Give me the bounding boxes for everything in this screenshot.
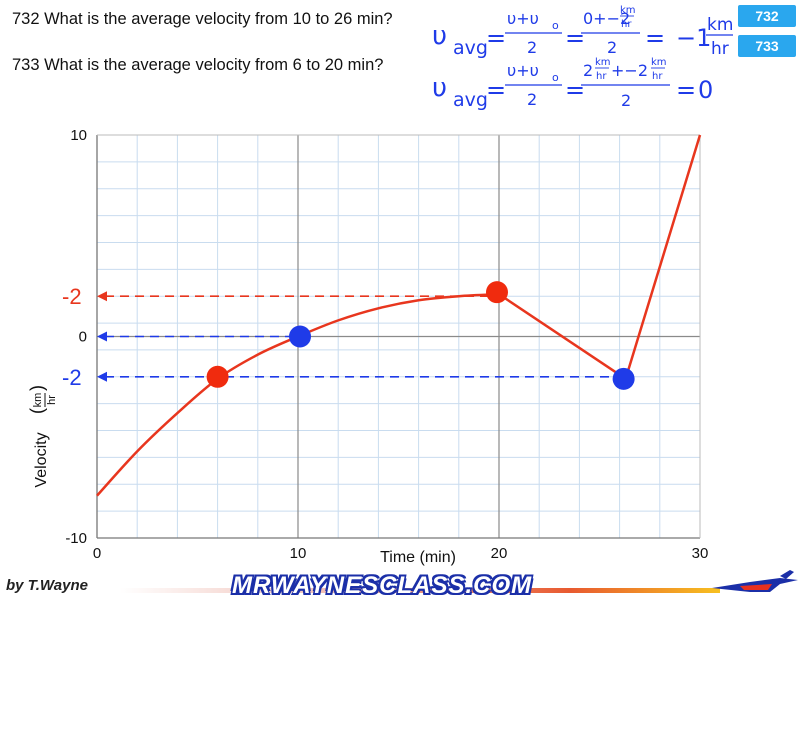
guide-arrow <box>97 371 107 382</box>
data-point-marker <box>612 367 635 390</box>
eq1-unit-den: hr <box>711 39 729 59</box>
y-axis-label-text: Velocity <box>33 432 50 487</box>
eq2-num-unit2-top: km <box>651 57 667 68</box>
data-point-marker <box>289 325 312 348</box>
y-axis-paren-open: ( <box>27 408 47 414</box>
eq2-lhs: υ <box>432 73 447 103</box>
x-tick-label: 0 <box>93 545 101 562</box>
eq2-equals-3: = <box>676 76 696 104</box>
footer-stripe <box>120 588 720 593</box>
equation-733: υ avg = υ+υ o 2 = 2 km hr +−2 km hr 2 = … <box>432 57 713 111</box>
equations: υ avg = υ+υ o 2 = 0+−2 km hr 2 = −1 km h… <box>432 5 733 111</box>
eq2-num-unit2-bottom: hr <box>652 71 663 82</box>
x-tick-label: 30 <box>692 545 709 562</box>
axes <box>96 134 701 539</box>
x-tick-label: 20 <box>491 545 508 562</box>
y-axis-unit-den: hr <box>46 395 58 405</box>
data-point-marker <box>206 365 229 388</box>
brand-logo: MRWAYNESCLASS.COM <box>232 572 533 599</box>
eq2-formula-den: 2 <box>527 90 537 109</box>
question-733: 733 What is the average velocity from 6 … <box>12 56 384 74</box>
jet-icon <box>712 570 798 592</box>
eq1-num-unit-top: km <box>620 5 636 16</box>
answer-button-733[interactable]: 733 <box>738 35 796 57</box>
eq2-formula-num-sub: o <box>552 71 559 84</box>
question-732: 732 What is the average velocity from 10… <box>12 10 393 28</box>
eq2-equals-2: = <box>565 76 585 104</box>
eq1-result: −1 <box>676 24 711 52</box>
answer-button-732[interactable]: 732 <box>738 5 796 27</box>
y-axis-paren-close: ) <box>27 385 47 391</box>
eq2-num-unit1-top: km <box>595 57 611 68</box>
eq1-equals-1: = <box>486 24 506 52</box>
x-axis-label: Time (min) <box>380 549 456 566</box>
byline: by T.Wayne <box>6 577 88 594</box>
x-tick-label: 10 <box>290 545 307 562</box>
eq2-den: 2 <box>621 91 631 110</box>
eq1-formula-num: υ+υ <box>507 9 539 28</box>
velocity-time-chart: -2 -2 0 10 20 30 10 0 -10 Time (min) Velocity (… <box>27 127 708 566</box>
guide-lines: -2 -2 <box>62 284 624 390</box>
y-tick-label: -10 <box>65 530 87 547</box>
y-tick-label: 0 <box>79 329 87 346</box>
guide-arrow <box>97 291 107 302</box>
eq1-equals-3: = <box>645 24 665 52</box>
eq1-lhs-sub: avg <box>453 37 488 59</box>
guide-label: -2 <box>62 284 82 309</box>
eq1-lhs: υ <box>432 21 447 51</box>
y-axis-unit-num: km <box>32 393 44 408</box>
eq2-formula-num: υ+υ <box>507 61 539 80</box>
equation-732: υ avg = υ+υ o 2 = 0+−2 km hr 2 = −1 km h… <box>432 5 733 59</box>
eq2-equals-1: = <box>486 76 506 104</box>
zero-guide-arrow <box>97 331 107 342</box>
eq2-num-unit1-bottom: hr <box>596 71 607 82</box>
eq1-num-unit-bottom: hr <box>621 19 632 30</box>
eq2-result: 0 <box>698 76 713 104</box>
markers <box>206 281 635 390</box>
eq1-unit-num: km <box>707 15 733 35</box>
eq1-equals-2: = <box>565 24 585 52</box>
eq2-num-left: 2 <box>583 61 593 80</box>
data-point-marker <box>485 281 508 304</box>
eq2-num-mid: +−2 <box>611 61 648 80</box>
eq1-formula-num-sub: o <box>552 19 559 32</box>
eq2-lhs-sub: avg <box>453 89 488 111</box>
tick-labels: 0 10 20 30 10 0 -10 <box>65 127 708 562</box>
guide-label: -2 <box>62 365 82 390</box>
y-tick-label: 10 <box>70 127 87 144</box>
y-axis-label: Velocity ( km hr ) <box>27 385 58 488</box>
eq1-num: 0+−2 <box>583 9 630 28</box>
eq1-formula-den: 2 <box>527 38 537 57</box>
eq1-den: 2 <box>607 38 617 57</box>
